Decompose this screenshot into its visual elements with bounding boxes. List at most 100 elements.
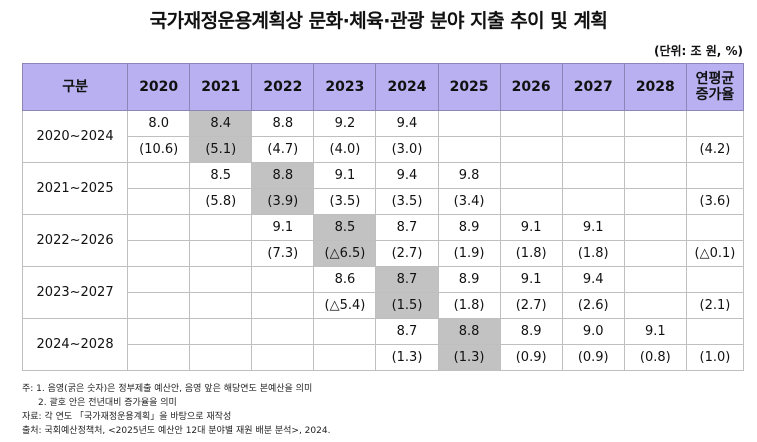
- table-cell: [499, 162, 563, 189]
- table-cell: (1.3): [437, 344, 501, 371]
- table-cell: (△0.1): [685, 240, 745, 267]
- footnotes: 주: 1. 음영(굵은 숫자)은 정부제출 예산안, 음영 앞은 해당연도 본예…: [22, 382, 330, 438]
- table-cell: [189, 318, 253, 345]
- table-cell: 8.6: [313, 266, 377, 293]
- table-cell: [623, 188, 687, 215]
- period-label: 2022~2026: [21, 214, 129, 267]
- table-cell: [313, 344, 377, 371]
- period-label: 2023~2027: [21, 266, 129, 319]
- table-cell: [623, 136, 687, 163]
- table-cell: (2.1): [685, 292, 745, 319]
- footnote: 주: 1. 음영(굵은 숫자)은 정부제출 예산안, 음영 앞은 해당연도 본예…: [22, 384, 313, 394]
- table-cell: (10.6): [127, 136, 191, 163]
- table-row: (5.8) (3.9) (3.5) (3.5) (3.4) (3.6): [23, 188, 745, 215]
- table-cell: 8.0: [127, 110, 191, 137]
- table-cell: (2.7): [499, 292, 563, 319]
- table-cell: [685, 266, 745, 293]
- table-cell: 8.9: [437, 266, 501, 293]
- table-cell: [623, 240, 687, 267]
- table-cell: (1.9): [437, 240, 501, 267]
- table-cell: (3.0): [375, 136, 439, 163]
- table-cell: (0.8): [623, 344, 687, 371]
- table-row: 2021~2025 8.5 8.8 9.1 9.4 9.8: [21, 162, 745, 215]
- table-cell: [251, 344, 315, 371]
- table-cell: 9.4: [375, 162, 439, 189]
- table-cell: [499, 110, 563, 137]
- table-cell: [499, 188, 563, 215]
- table-cell: 9.8: [437, 162, 501, 189]
- footnote: 2. 괄호 안은 전년대비 증가율을 의미: [38, 398, 177, 408]
- table-cell: 8.8: [251, 110, 315, 137]
- table-cell: (5.8): [189, 188, 253, 215]
- table-cell: (0.9): [499, 344, 563, 371]
- header-cell: 2022: [251, 63, 315, 111]
- table-cell: (3.6): [685, 188, 745, 215]
- table-cell: [127, 344, 191, 371]
- table-cell: [189, 214, 253, 241]
- header-cell: 연평균 증가율: [685, 63, 745, 111]
- table-cell: 8.8: [251, 162, 315, 189]
- table-cell: (1.3): [375, 344, 439, 371]
- table-cell: (4.7): [251, 136, 315, 163]
- header-cell: 2024: [375, 63, 439, 111]
- table-cell: [561, 110, 625, 137]
- table-cell: [189, 266, 253, 293]
- table-cell: (△6.5): [313, 240, 377, 267]
- table-row: 2020~2024 8.0 8.4 8.8 9.2 9.4: [21, 110, 745, 163]
- table-cell: (3.5): [313, 188, 377, 215]
- table-cell: [623, 162, 687, 189]
- table-cell: 8.7: [375, 214, 439, 241]
- table-cell: [499, 136, 563, 163]
- table-cell: (△5.4): [313, 292, 377, 319]
- table-cell: [685, 162, 745, 189]
- table-cell: [251, 266, 315, 293]
- table-cell: 9.4: [375, 110, 439, 137]
- header-cell: 2026: [499, 63, 563, 111]
- table-cell: (4.2): [685, 136, 745, 163]
- table-cell: (2.7): [375, 240, 439, 267]
- footnote: 자료: 각 연도 「국가재정운용계획」을 바탕으로 재작성: [22, 412, 232, 422]
- table-cell: 9.1: [499, 266, 563, 293]
- table-cell: (0.9): [561, 344, 625, 371]
- table-cell: [127, 188, 191, 215]
- table-cell: [127, 266, 191, 293]
- table-row: (△5.4) (1.5) (1.8) (2.7) (2.6) (2.1): [23, 292, 745, 319]
- table-row: (7.3) (△6.5) (2.7) (1.9) (1.8) (1.8) (△0.1): [23, 240, 745, 267]
- table-cell: 8.4: [189, 110, 253, 137]
- page-title: 국가재정운용계획상 문화·체육·관광 분야 지출 추이 및 계획: [149, 10, 608, 32]
- period-label: 2024~2028: [21, 318, 129, 371]
- table-cell: [685, 318, 745, 345]
- table-row: 2023~2027 8.6 8.7 8.9 9.1 9.4: [21, 266, 745, 319]
- table-cell: [251, 318, 315, 345]
- table-cell: (1.5): [375, 292, 439, 319]
- table-cell: 9.1: [561, 214, 625, 241]
- table-cell: 9.1: [623, 318, 687, 345]
- table-cell: 8.9: [499, 318, 563, 345]
- table-cell: (1.0): [685, 344, 745, 371]
- table-row: 2024~2028 8.7 8.8 8.9 9.0 9.1: [21, 318, 745, 371]
- table-cell: (1.8): [499, 240, 563, 267]
- header-cell: 2020: [127, 63, 191, 111]
- table-cell: 8.9: [437, 214, 501, 241]
- table-cell: [251, 292, 315, 319]
- table-cell: (1.8): [561, 240, 625, 267]
- header-cell: 2027: [561, 63, 625, 111]
- table-cell: [623, 292, 687, 319]
- header-cell: 구분: [21, 63, 129, 111]
- table-cell: [437, 110, 501, 137]
- table-cell: (3.9): [251, 188, 315, 215]
- unit-label: (단위: 조 원, %): [653, 44, 743, 58]
- table-row: (10.6) (5.1) (4.7) (4.0) (3.0) (4.2): [23, 136, 745, 163]
- table-cell: 8.7: [375, 266, 439, 293]
- table-cell: (7.3): [251, 240, 315, 267]
- table-cell: 9.1: [313, 162, 377, 189]
- table-cell: [189, 240, 253, 267]
- table-cell: 9.4: [561, 266, 625, 293]
- table-cell: 9.2: [313, 110, 377, 137]
- header-cell: 2028: [623, 63, 687, 111]
- expenditure-table: 구분 2020 2021 2022 2023 2024 2025 2026 20…: [21, 63, 745, 371]
- table-cell: (4.0): [313, 136, 377, 163]
- header-cell: 2025: [437, 63, 501, 111]
- table-cell: 9.0: [561, 318, 625, 345]
- table-cell: [623, 214, 687, 241]
